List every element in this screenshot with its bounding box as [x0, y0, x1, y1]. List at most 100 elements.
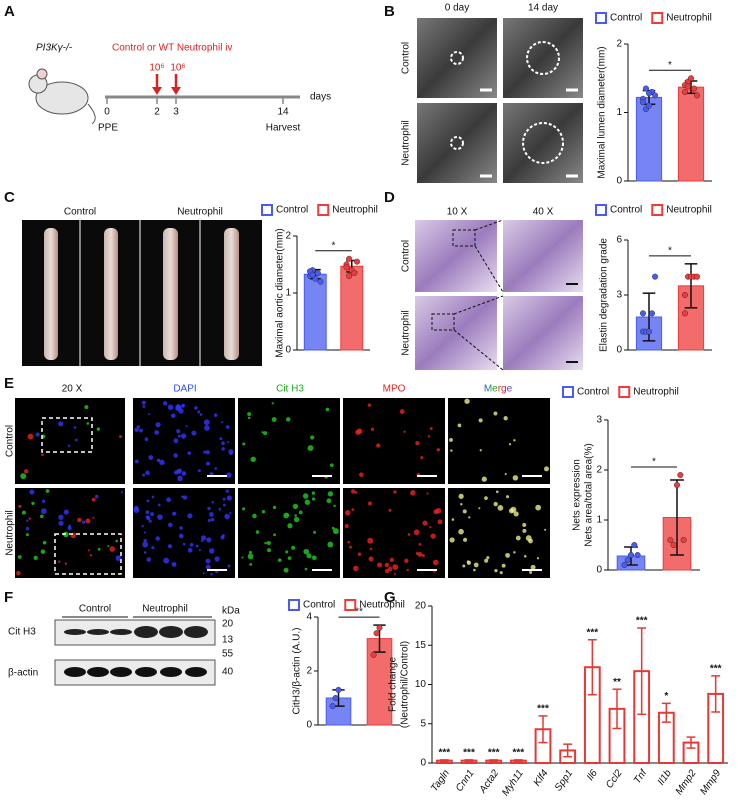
fluorescence-image — [15, 398, 125, 484]
fluorescence-spot — [264, 541, 267, 545]
data-point — [631, 542, 638, 549]
significance-label: *** — [463, 748, 475, 759]
fluorescence-spot — [528, 538, 533, 544]
fluorescence-spot — [144, 437, 149, 442]
fluorescence-spot — [247, 553, 254, 560]
fluorescence-spot — [179, 526, 183, 530]
fluorescence-spot — [175, 404, 182, 410]
fluorescence-spot — [146, 499, 150, 503]
fluorescence-spot — [486, 556, 490, 560]
fluorescence-spot — [407, 533, 411, 536]
fluorescence-spot — [388, 508, 392, 512]
fluorescence-spot — [208, 548, 215, 554]
fluorescence-spot — [25, 533, 29, 537]
fluorescence-spot — [21, 510, 26, 515]
western-blot — [54, 619, 216, 686]
fluorescence-spot — [252, 513, 257, 519]
fluorescence-spot — [377, 562, 383, 568]
fluorescence-image — [15, 488, 125, 578]
panel-label: G — [384, 589, 396, 606]
fluorescence-spot — [523, 555, 527, 558]
fluorescence-spot — [311, 491, 316, 495]
y-tick-label: 0 — [285, 345, 291, 356]
fluorescence-spot — [522, 522, 527, 527]
fluorescence-spot — [273, 533, 277, 537]
fluorescence-spot — [353, 565, 359, 572]
fluorescence-spot — [495, 490, 499, 494]
fluorescence-spot — [227, 564, 231, 568]
band-label: Cit H3 — [8, 627, 36, 638]
fluorescence-spot — [392, 564, 399, 570]
legend-swatch — [317, 204, 330, 216]
fluorescence-spot — [458, 528, 464, 535]
fluorescence-spot — [77, 517, 82, 523]
fluorescence-spot — [67, 444, 71, 448]
fluorescence-spot — [325, 407, 330, 412]
column-label: 0 day — [445, 3, 469, 14]
band-label: β-actin — [8, 668, 38, 679]
panel-label: D — [384, 189, 395, 206]
fluorescence-spot — [41, 499, 46, 503]
fluorescence-spot — [221, 441, 225, 446]
data-point — [694, 273, 701, 280]
fluorescence-spot — [221, 447, 225, 451]
fluorescence-spot — [178, 533, 184, 539]
row-label: Neutrophil — [401, 310, 412, 356]
fluorescence-spot — [354, 490, 358, 494]
legend-label: Control — [577, 387, 609, 398]
fluorescence-spot — [151, 495, 155, 499]
fluorescence-spot — [418, 542, 422, 546]
fluorescence-spot — [417, 552, 423, 557]
fluorescence-spot — [415, 441, 420, 446]
fluorescence-spot — [247, 416, 251, 420]
fluorescence-spot — [199, 413, 203, 416]
fluorescence-spot — [17, 555, 22, 559]
fluorescence-spot — [304, 499, 311, 505]
y-tick-label: 1 — [596, 515, 602, 526]
data-point — [691, 85, 698, 92]
fluorescence-spot — [403, 430, 406, 433]
fluorescence-spot — [493, 501, 498, 507]
fluorescence-spot — [155, 422, 161, 428]
fluorescence-spot — [205, 558, 211, 564]
inset-box — [54, 533, 122, 575]
fluorescence-spot — [203, 419, 210, 426]
fluorescence-spot — [209, 512, 214, 517]
legend-label: Neutrophil — [666, 13, 712, 24]
y-tick-label: 2 — [596, 465, 602, 476]
fluorescence-spot — [181, 404, 185, 408]
fluorescence-spot — [210, 573, 213, 576]
fluorescence-spot — [28, 517, 31, 520]
fluorescence-spot — [508, 443, 512, 446]
fluorescence-spot — [468, 516, 471, 519]
timeline-label: 14 — [277, 107, 289, 118]
fluorescence-spot — [310, 435, 315, 440]
fluorescence-spot — [187, 451, 192, 455]
marker: 20 — [222, 619, 234, 630]
treatment: Control or WT Neutrophil iv — [112, 43, 232, 54]
fluorescence-spot — [148, 455, 154, 460]
fluorescence-spot — [197, 410, 201, 414]
fluorescence-spot — [368, 556, 374, 562]
panel-label: E — [4, 375, 14, 392]
timeline-label: 3 — [173, 107, 179, 118]
fluorescence-spot — [151, 546, 155, 550]
data-point — [674, 482, 681, 489]
fluorescence-image — [343, 488, 445, 578]
fluorescence-spot — [205, 450, 210, 455]
fluorescence-spot — [241, 556, 244, 559]
fluorescence-spot — [503, 416, 508, 421]
data-point — [652, 92, 659, 99]
fluorescence-spot — [420, 456, 424, 460]
data-point — [680, 537, 687, 544]
column-label: Control — [64, 207, 96, 218]
data-point — [667, 537, 674, 544]
row-label: Control — [401, 42, 412, 74]
column-label: DAPI — [173, 384, 196, 395]
group-label: Control — [79, 604, 111, 615]
fluorescence-spot — [463, 537, 468, 542]
fluorescence-spot — [493, 411, 498, 416]
fluorescence-spot — [535, 504, 542, 511]
fluorescence-spot — [142, 405, 146, 408]
fluorescence-spot — [134, 459, 139, 464]
